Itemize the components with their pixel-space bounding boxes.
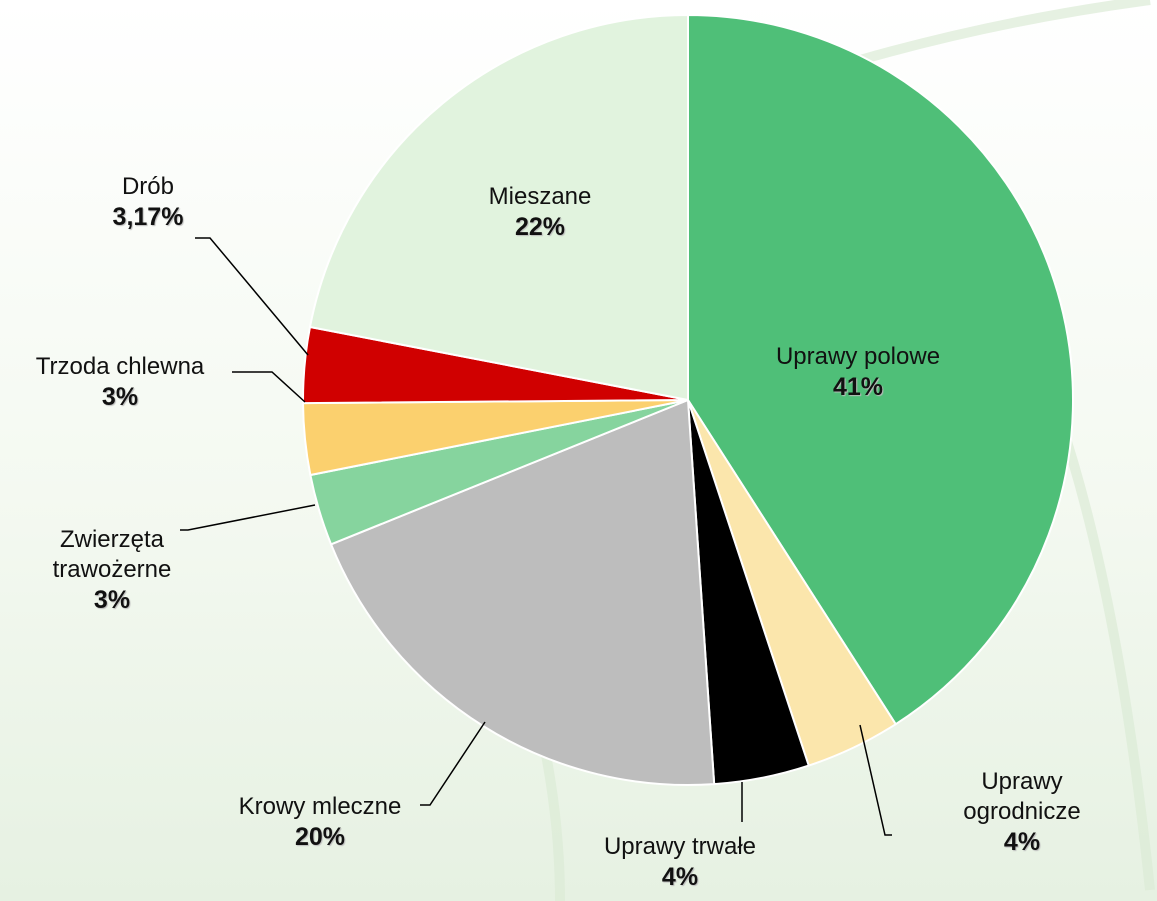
category-label: Trzoda chlewna (36, 352, 205, 382)
value-label: 22% (489, 212, 592, 242)
category-label: Mieszane (489, 182, 592, 212)
value-label: 3% (36, 382, 205, 412)
category-label: Uprawy trwałe (604, 832, 756, 862)
value-label: 4% (955, 827, 1090, 857)
value-label: 3,17% (113, 202, 184, 232)
category-label: Drób (113, 172, 184, 202)
value-label: 41% (776, 372, 940, 402)
page: {"chart_data": {"type": "pie", "categori… (0, 0, 1157, 901)
value-label: 3% (32, 585, 192, 615)
category-label: Zwierzęta trawożerne (32, 525, 192, 585)
category-label: Uprawy polowe (776, 342, 940, 372)
value-label: 20% (239, 822, 402, 852)
value-label: 4% (604, 862, 756, 892)
category-label: Uprawy ogrodnicze (955, 767, 1090, 827)
category-label: Krowy mleczne (239, 792, 402, 822)
chart (0, 0, 1157, 901)
